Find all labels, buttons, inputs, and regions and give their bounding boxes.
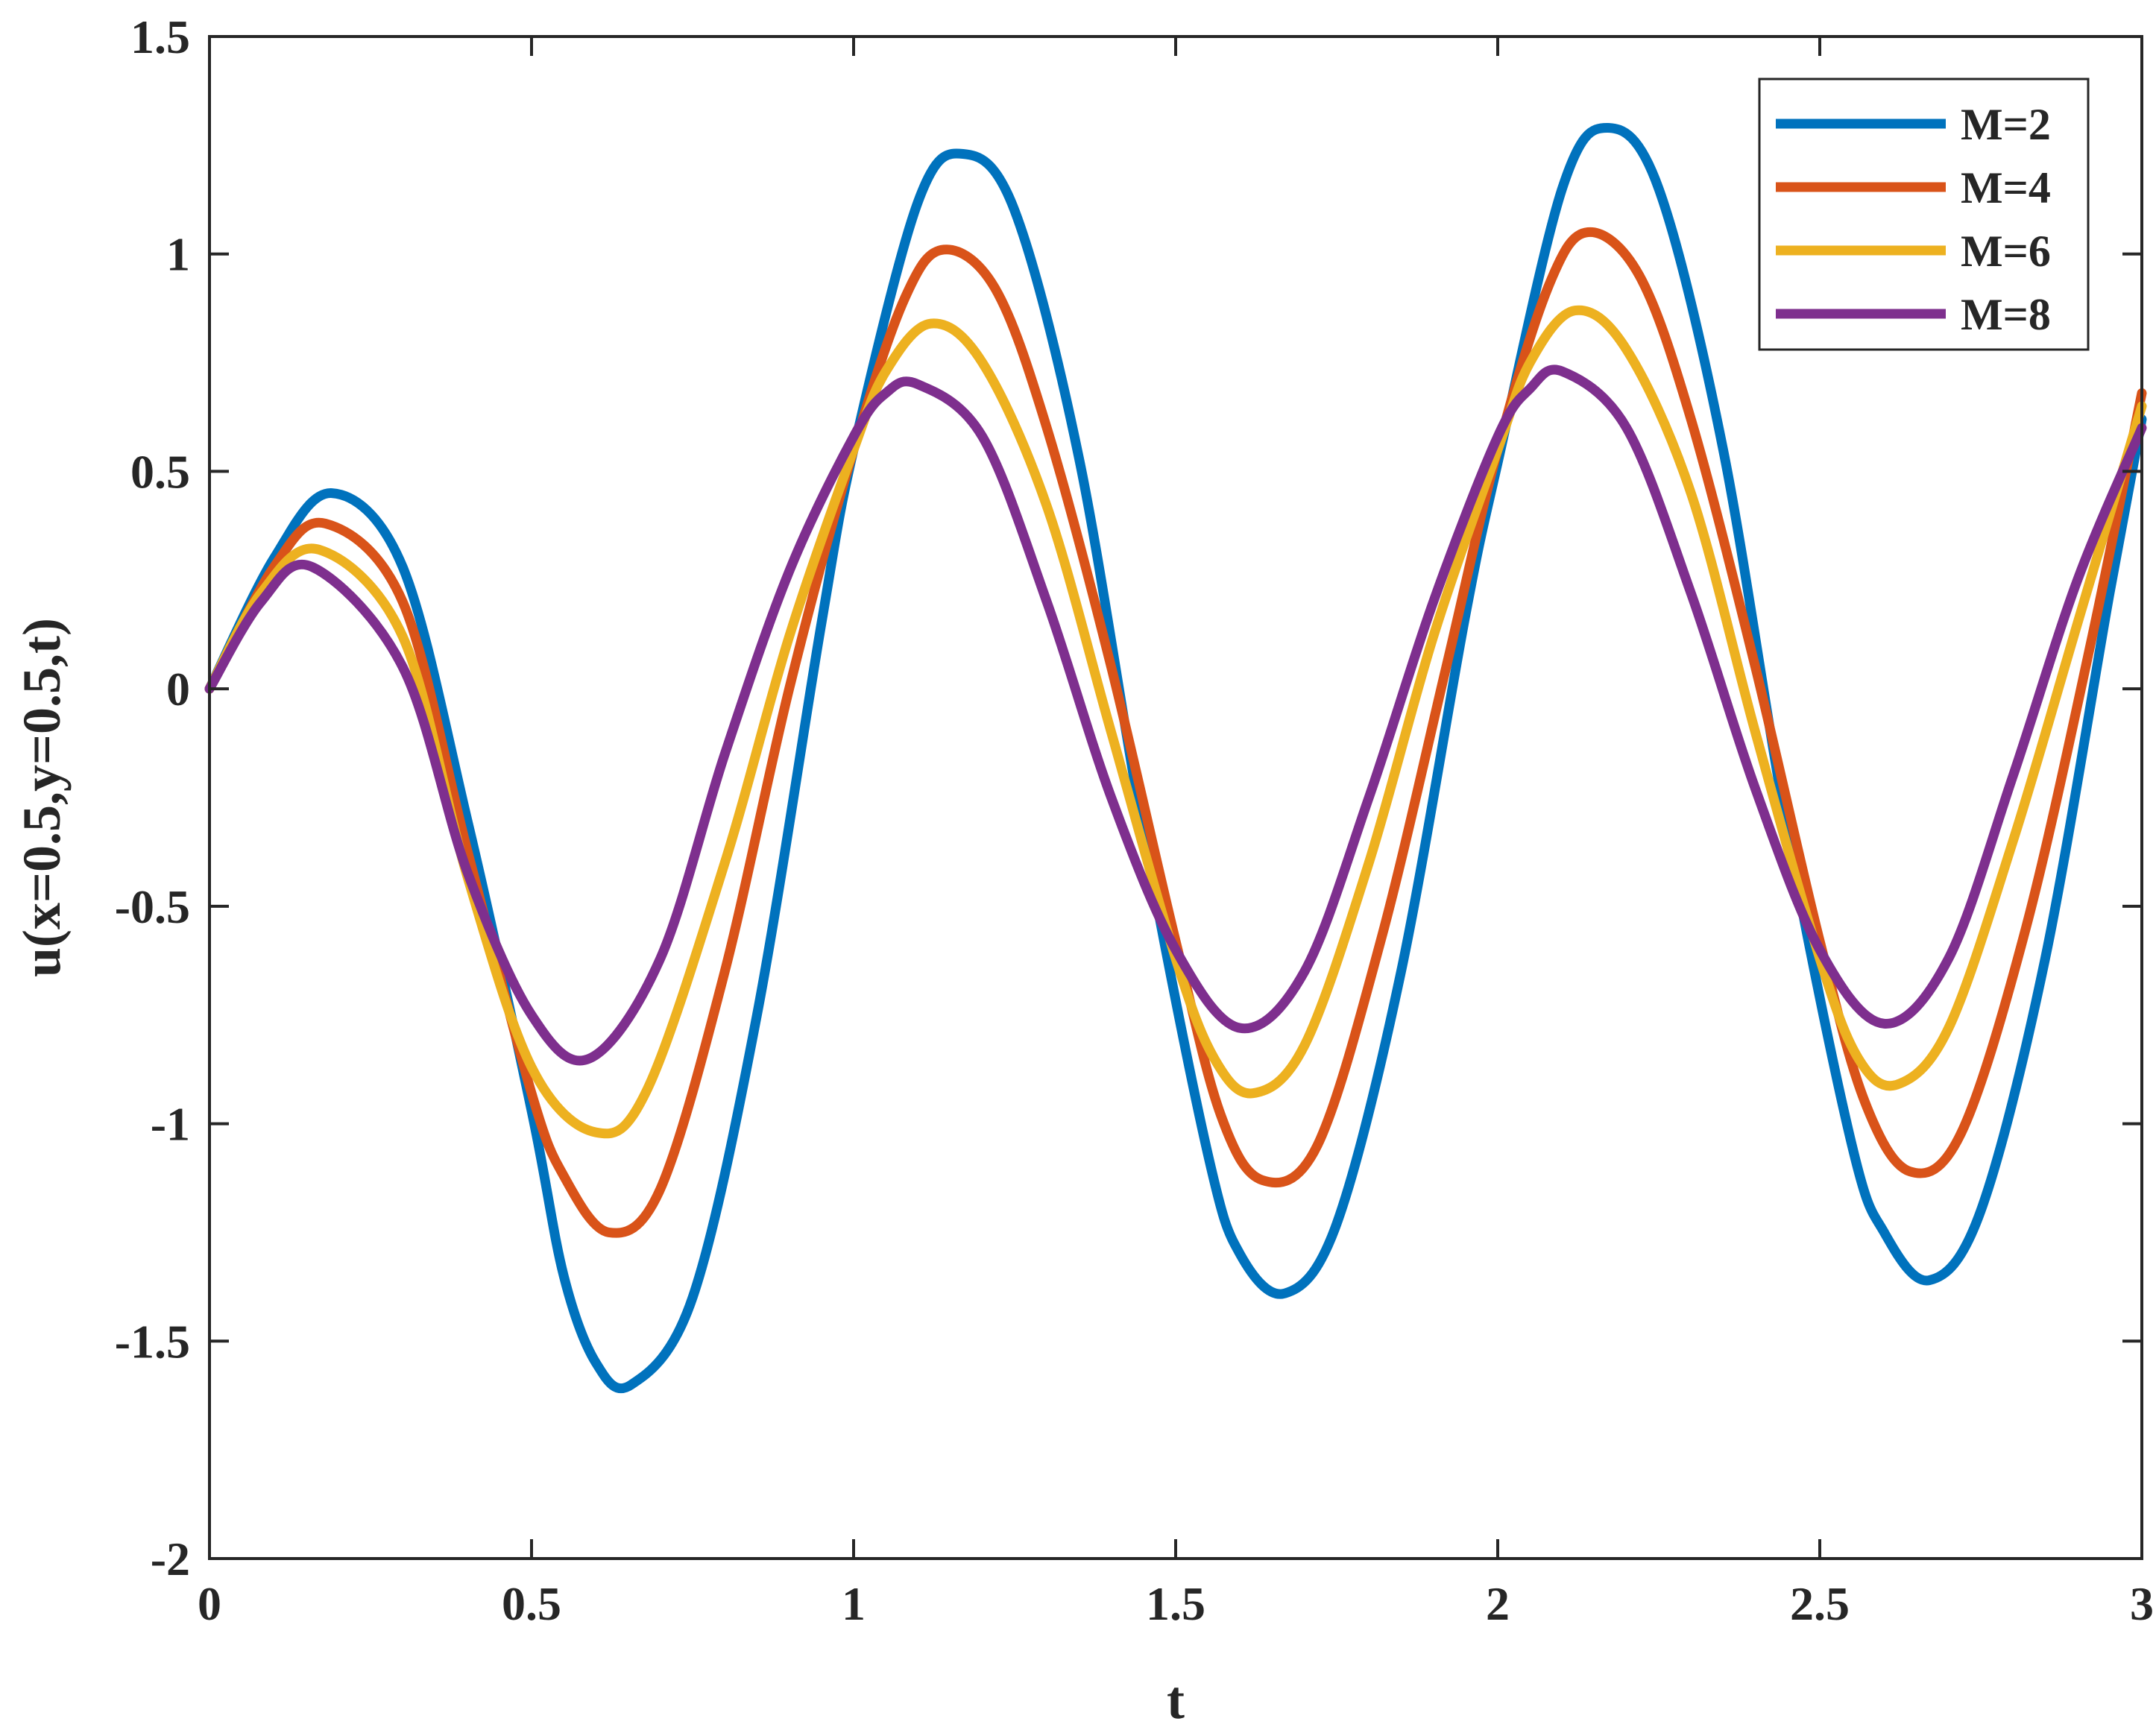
plot-frame [208, 35, 2143, 1560]
x-tick-label: 1.5 [1146, 1577, 1205, 1630]
y-axis-label: u(x=0.5,y=0.5,t) [12, 618, 72, 977]
legend-label: M=2 [1961, 100, 2051, 149]
y-tick-label: -1.5 [115, 1315, 190, 1368]
y-tick-label: 0 [166, 663, 190, 716]
y-tick-label: 1.5 [130, 10, 190, 63]
series-line-m-6 [204, 305, 2147, 1139]
legend-label: M=8 [1961, 290, 2051, 339]
tick-label-layer: 0 0.5 1 1.5 2 2.5 3 -2 -1.5 -1 -0.5 0 0.5 1 1.5 [115, 10, 2154, 1630]
series-layer [204, 123, 2147, 1394]
y-tick-label: -2 [151, 1532, 190, 1585]
x-tick-label: 0 [198, 1577, 221, 1630]
y-tick-label: 0.5 [130, 445, 190, 498]
x-tick-label: 1 [842, 1577, 866, 1630]
series-line-m-8 [204, 364, 2147, 1066]
x-tick-label: 2 [1486, 1577, 1510, 1630]
legend-label: M=6 [1961, 227, 2051, 276]
y-tick-label: 1 [166, 228, 190, 281]
legend-label: M=4 [1961, 163, 2051, 212]
y-tick-label: -1 [151, 1098, 190, 1151]
y-tick-label: -0.5 [115, 880, 190, 933]
series-line-m-2 [204, 123, 2147, 1394]
x-tick-label: 2.5 [1790, 1577, 1850, 1630]
legend: M=2 M=4 M=6 M=8 [1758, 78, 2090, 351]
x-tick-label: 0.5 [502, 1577, 561, 1630]
x-axis-label: t [1167, 1670, 1185, 1730]
x-tick-label: 3 [2130, 1577, 2154, 1630]
